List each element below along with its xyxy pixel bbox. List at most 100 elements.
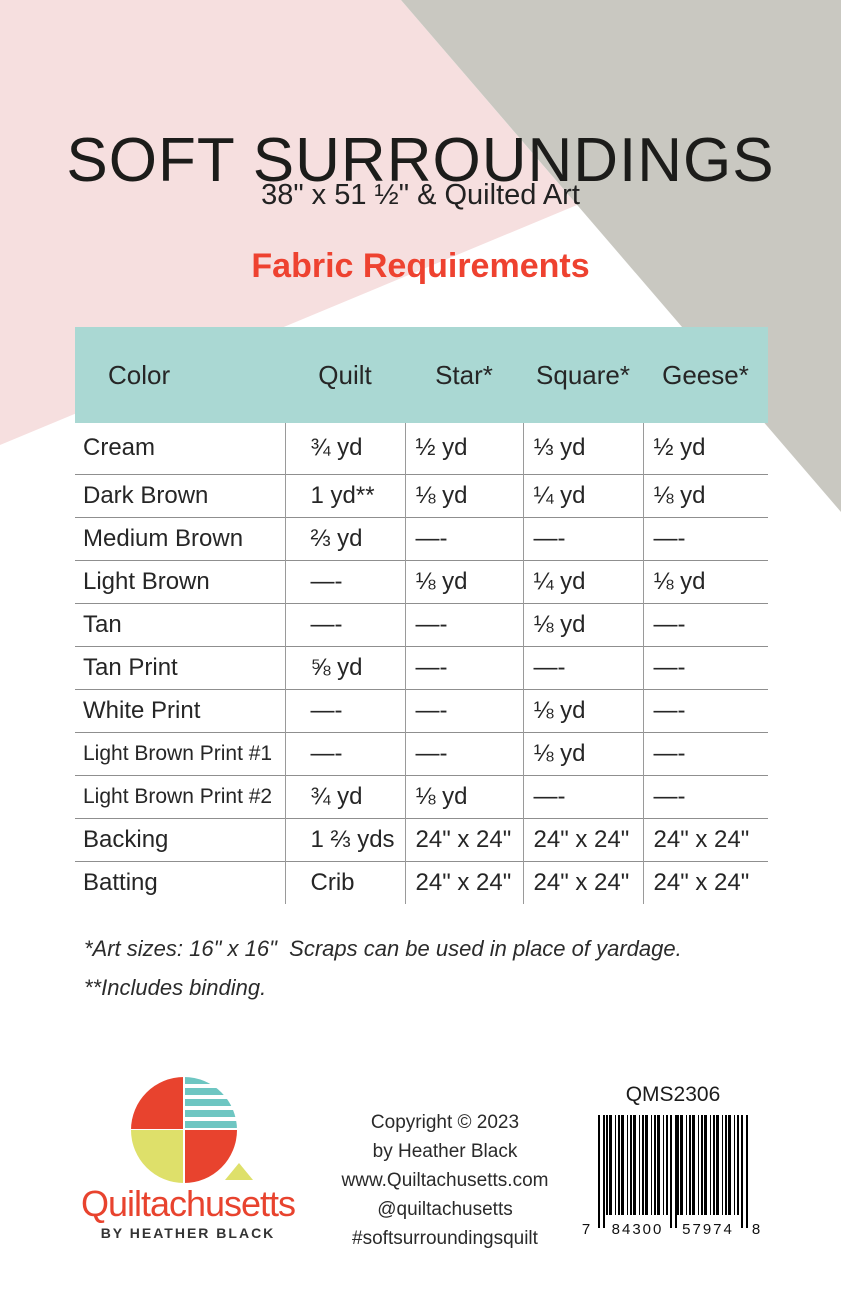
quiltachusetts-logo-icon	[131, 1077, 301, 1187]
cell-square: ⅛ yd	[522, 732, 643, 775]
cell-square: 24" x 24"	[522, 818, 643, 861]
copyright-line: #softsurroundingsquilt	[352, 1228, 538, 1249]
cell-color: Dark Brown	[83, 481, 209, 509]
cell-square: ⅛ yd	[522, 689, 643, 732]
cell-geese: ⅛ yd	[642, 560, 768, 603]
table-header-row: Color Quilt Star* Square* Geese*	[75, 327, 768, 423]
logo-quadrant-yellow	[131, 1130, 183, 1183]
table-row: White Print —- —- ⅛ yd —-	[75, 689, 768, 732]
cell-star: ½ yd	[404, 423, 523, 474]
cell-star: —-	[404, 689, 523, 732]
column-header-star: Star*	[435, 359, 493, 390]
cell-color: Backing	[83, 825, 169, 853]
cell-geese: —-	[642, 646, 768, 689]
cell-quilt: —-	[284, 603, 405, 646]
cell-quilt: ⅔ yd	[284, 517, 405, 560]
column-header-geese: Geese*	[662, 359, 749, 390]
table-row: Cream ¾ yd ½ yd ⅓ yd ½ yd	[75, 423, 768, 474]
column-header-color: Color	[108, 359, 171, 390]
logo-quadrant-red-top-left	[131, 1077, 183, 1129]
brand-byline: BY HEATHER BLACK	[100, 1225, 276, 1241]
fabric-requirements-heading: Fabric Requirements	[251, 247, 590, 285]
cell-geese: —-	[642, 517, 768, 560]
table-row: Tan —- —- ⅛ yd —-	[75, 603, 768, 646]
table-row: Light Brown —- ⅛ yd ¼ yd ⅛ yd	[75, 560, 768, 603]
brand-wordmark: Quiltachusetts	[80, 1183, 296, 1224]
table-row: Dark Brown 1 yd** ⅛ yd ¼ yd ⅛ yd	[75, 474, 768, 517]
column-header-square: Square*	[536, 359, 630, 390]
cell-quilt: —-	[284, 732, 405, 775]
cell-star: —-	[404, 517, 523, 560]
table-row: Backing 1 ⅔ yds 24" x 24" 24" x 24" 24" …	[75, 818, 768, 861]
barcode-bars-right	[677, 1115, 739, 1215]
cell-star: —-	[404, 646, 523, 689]
cell-star: ⅛ yd	[404, 775, 523, 818]
quilt-size-subtitle: 38" x 51 ½" & Quilted Art	[261, 179, 580, 211]
cell-color: Light Brown Print #2	[83, 784, 273, 808]
barcode-digit-right: 8	[751, 1221, 761, 1238]
barcode-guard-middle	[670, 1115, 677, 1228]
table-row: Tan Print ⅝ yd —- —- —-	[75, 646, 768, 689]
cell-geese: 24" x 24"	[642, 818, 768, 861]
cell-quilt: 1 yd**	[284, 474, 405, 517]
cell-color: Tan Print	[83, 653, 178, 681]
footnote-binding: **Includes binding.	[84, 975, 267, 1000]
cell-color: Tan	[83, 610, 122, 638]
copyright-line: @quiltachusetts	[377, 1199, 513, 1220]
copyright-line: Copyright © 2023	[370, 1112, 520, 1133]
barcode-guard-right	[741, 1115, 748, 1228]
cell-star: 24" x 24"	[404, 818, 523, 861]
cell-quilt: Crib	[284, 861, 405, 904]
cell-star: ⅛ yd	[404, 474, 523, 517]
cell-quilt: ¾ yd	[284, 775, 405, 818]
cell-color: Cream	[83, 434, 156, 462]
cell-quilt: —-	[284, 560, 405, 603]
footnote-art-sizes: *Art sizes: 16" x 16" Scraps can be used…	[84, 936, 682, 961]
cell-star: 24" x 24"	[404, 861, 523, 904]
cell-square: —-	[522, 646, 643, 689]
page-title: SOFT SURROUNDINGS	[66, 125, 775, 195]
copyright-line: www.Quiltachusetts.com	[341, 1170, 549, 1191]
cell-geese: —-	[642, 775, 768, 818]
table-row: Medium Brown ⅔ yd —- —- —-	[75, 517, 768, 560]
column-header-quilt: Quilt	[318, 359, 372, 390]
cell-star: —-	[404, 603, 523, 646]
cell-star: ⅛ yd	[404, 560, 523, 603]
cell-square: —-	[522, 517, 643, 560]
barcode-digit-left: 7	[581, 1221, 591, 1238]
logo-quadrant-teal-stripes	[185, 1077, 237, 1129]
cell-geese: —-	[642, 603, 768, 646]
table-row: Light Brown Print #2 ¾ yd ⅛ yd —- —-	[75, 775, 768, 818]
barcode-guard-left	[598, 1115, 605, 1228]
cell-geese: —-	[642, 732, 768, 775]
cell-geese: ⅛ yd	[642, 474, 768, 517]
cell-geese: 24" x 24"	[642, 861, 768, 904]
table-row: Light Brown Print #1 —- —- ⅛ yd —-	[75, 732, 768, 775]
cell-square: ⅛ yd	[522, 603, 643, 646]
logo-circle	[131, 1077, 237, 1183]
fabric-requirements-table: Color Quilt Star* Square* Geese* Cream ¾…	[75, 327, 768, 904]
cell-quilt: —-	[284, 689, 405, 732]
barcode-digit-group-1: 84300	[611, 1221, 664, 1238]
cell-color: Medium Brown	[83, 524, 244, 552]
barcode-bars-left	[606, 1115, 669, 1215]
cell-square: —-	[522, 775, 643, 818]
cell-geese: —-	[642, 689, 768, 732]
cell-geese: ½ yd	[642, 423, 768, 474]
table-row: Batting Crib 24" x 24" 24" x 24" 24" x 2…	[75, 861, 768, 904]
cell-square: ⅓ yd	[522, 423, 643, 474]
cell-square: ¼ yd	[522, 474, 643, 517]
cell-quilt: 1 ⅔ yds	[284, 818, 405, 861]
cell-square: 24" x 24"	[522, 861, 643, 904]
cell-quilt: ¾ yd	[284, 423, 405, 474]
cell-star: —-	[404, 732, 523, 775]
cell-quilt: ⅝ yd	[284, 646, 405, 689]
cell-square: ¼ yd	[522, 560, 643, 603]
barcode-sku-label: QMS2306	[625, 1083, 721, 1106]
cell-color: White Print	[83, 696, 201, 724]
copyright-block: Copyright © 2023 by Heather Black www.Qu…	[320, 1108, 570, 1253]
cell-color: Batting	[83, 868, 158, 896]
cell-color: Light Brown Print #1	[83, 741, 273, 765]
barcode-digit-group-2: 57974	[682, 1221, 734, 1238]
copyright-line: by Heather Black	[372, 1141, 518, 1162]
